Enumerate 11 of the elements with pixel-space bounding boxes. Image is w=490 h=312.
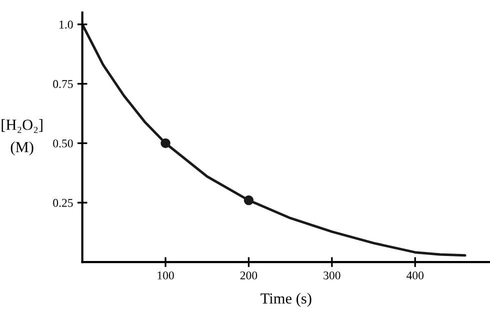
x-tick-label: 100 xyxy=(158,271,174,280)
x-tick-label: 200 xyxy=(240,271,258,280)
y-tick-label: 0.25 xyxy=(53,198,73,207)
x-tick-label: 300 xyxy=(324,271,340,280)
x-tick-label: 400 xyxy=(406,271,424,280)
y-tick-label: 0.75 xyxy=(53,80,73,88)
line-series xyxy=(82,23,466,257)
y-axis-title: [H₂O₂] (M) xyxy=(2,119,42,156)
x-axis-title: Time (s) xyxy=(260,292,312,307)
y-tick-label: 0.50 xyxy=(53,139,73,148)
y-tick-label: 1.0 xyxy=(60,20,73,29)
